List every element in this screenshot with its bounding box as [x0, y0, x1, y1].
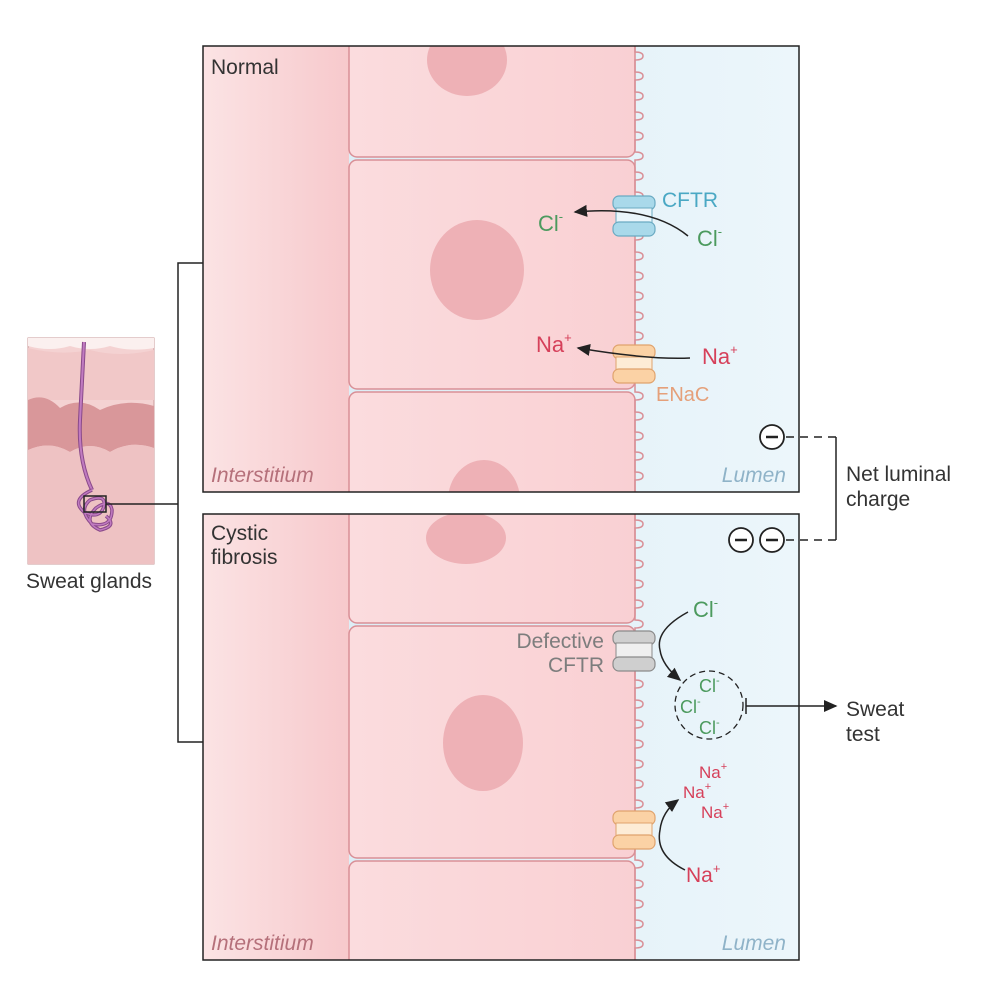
normal-title: Normal — [211, 56, 279, 79]
defective-label: Defective — [516, 630, 604, 653]
interstitium-label-normal: Interstitium — [211, 464, 314, 487]
chloride-arrow — [573, 204, 689, 237]
net-charge-label-line2: charge — [846, 488, 910, 511]
microvilli — [634, 46, 644, 492]
sweat-test-label-line1: Sweat — [846, 698, 905, 721]
enac-channel — [612, 344, 656, 384]
chloride-ion-outside: Cl- — [697, 224, 722, 251]
inset-connectors — [106, 262, 203, 743]
normal-panel-frame — [202, 45, 800, 493]
cf-title-line1: Cystic — [211, 522, 268, 545]
sodium-arrow — [576, 344, 691, 360]
chloride-cluster-3: Cl- — [699, 717, 720, 738]
net-charge-cf — [728, 527, 785, 553]
chloride-ion-inside: Cl- — [538, 209, 563, 236]
net-charge-bracket — [786, 436, 837, 541]
cf-title-line2: fibrosis — [211, 546, 278, 569]
sodium-ion-outside: Na+ — [702, 342, 738, 369]
microvilli — [634, 514, 644, 960]
skin-inset — [27, 337, 155, 565]
sodium-cluster-1: Na+ — [699, 761, 727, 782]
chloride-cluster-2: Cl- — [680, 696, 701, 717]
chloride-blocked-arrow — [658, 611, 689, 681]
defective-cftr-channel — [612, 630, 656, 672]
sodium-cluster-2: Na+ — [683, 781, 711, 802]
chloride-accumulation-circle — [674, 670, 744, 740]
enac-channel-cf — [612, 810, 656, 850]
sodium-ion-inside: Na+ — [536, 330, 572, 357]
lumen-label-cf: Lumen — [722, 932, 786, 955]
cf-panel-frame — [202, 513, 800, 961]
cf-panel — [203, 514, 799, 960]
sweat-test-connector — [745, 698, 838, 714]
interstitium-label-cf: Interstitium — [211, 932, 314, 955]
net-charge-label-line1: Net luminal — [846, 463, 951, 486]
chloride-ion-cf-top: Cl- — [693, 595, 718, 622]
enac-label: ENaC — [656, 384, 709, 406]
sweat-glands-label: Sweat glands — [26, 570, 152, 593]
lumen-label-normal: Lumen — [722, 464, 786, 487]
chloride-cluster-1: Cl- — [699, 675, 720, 696]
sweat-test-label-line2: test — [846, 723, 880, 746]
sodium-cluster-3: Na+ — [701, 801, 729, 822]
net-charge-normal — [759, 424, 785, 450]
defective-cftr-label: CFTR — [548, 654, 604, 677]
normal-panel — [203, 46, 799, 492]
sodium-arrow-cf — [658, 799, 686, 871]
cftr-label: CFTR — [662, 189, 718, 212]
sodium-ion-cf-bottom: Na+ — [686, 861, 720, 887]
